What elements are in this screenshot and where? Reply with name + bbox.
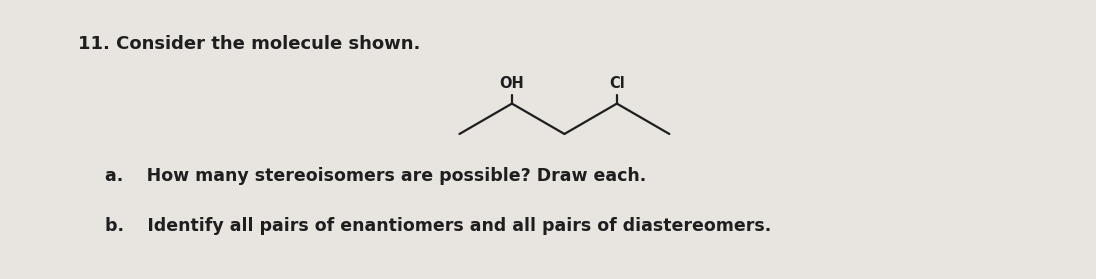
Text: 11. Consider the molecule shown.: 11. Consider the molecule shown.: [78, 35, 420, 52]
Text: Cl: Cl: [609, 76, 625, 91]
Text: OH: OH: [500, 76, 524, 91]
Text: b.  Identify all pairs of enantiomers and all pairs of diastereomers.: b. Identify all pairs of enantiomers and…: [105, 217, 772, 235]
Text: a.  How many stereoisomers are possible? Draw each.: a. How many stereoisomers are possible? …: [105, 167, 647, 185]
